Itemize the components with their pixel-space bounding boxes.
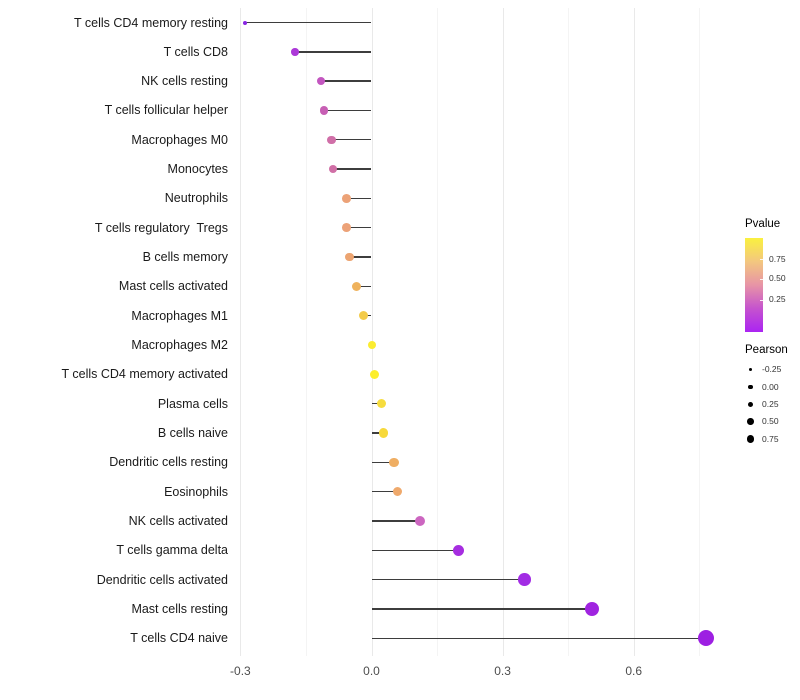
legend-size-dot [747,401,754,408]
legend-size-label: 0.00 [762,381,779,392]
lollipop-stick [371,432,384,434]
gridline-major [371,8,373,656]
gridline-major [240,8,242,656]
lollipop-stick [371,608,593,610]
lollipop-dot [453,544,465,556]
lollipop-dot [368,340,377,350]
colorbar-tick [760,299,763,301]
row-label: Macrophages M1 [131,308,228,323]
lollipop-dot [392,486,403,497]
lollipop-dot [379,428,389,438]
row-label: Eosinophils [164,484,228,499]
row-label: B cells memory [142,250,228,265]
legend-pvalue-title: Pvalue [745,218,781,230]
colorbar-tick-label: 0.25 [769,294,786,304]
legend-pearson-title: Pearson [745,344,788,356]
row-label: Mast cells resting [131,601,228,616]
lollipop-dot [344,252,354,262]
row-label: T cells gamma delta [116,543,228,558]
lollipop-stick [324,109,372,112]
lollipop-dot [320,106,329,115]
lollipop-stick [321,80,372,82]
lollipop-dot [376,399,386,409]
row-label: T cells CD4 memory resting [74,15,228,30]
colorbar-tick [760,259,763,260]
colorbar-tick-label: 0.75 [769,253,786,264]
gridline-minor [305,8,307,656]
lollipop-dot [697,629,715,647]
x-tick-label: 0.6 [625,664,643,678]
legend-size-label: 0.50 [762,416,779,426]
row-label: T cells CD8 [163,44,228,59]
lollipop-dot [327,135,336,145]
row-label: T cells follicular helper [104,103,228,118]
legend-size-dot [749,368,752,371]
lollipop-dot [358,311,368,321]
lollipop-dot [369,369,379,379]
row-label: Macrophages M2 [131,338,228,353]
lollipop-dot [341,223,351,233]
lollipop-dot [291,48,299,56]
legend-size-label: 0.75 [762,433,779,444]
gridline-minor [568,8,570,656]
row-label: B cells naive [157,425,228,440]
legend-size-dot [748,384,753,390]
row-label: Plasma cells [157,396,228,411]
lollipop-stick [371,637,706,639]
lollipop-stick [333,168,372,170]
lollipop-stick [346,227,372,229]
colorbar-tick [760,278,763,280]
row-label: T cells CD4 memory activated [61,367,229,382]
legend-size-label: -0.25 [762,364,782,374]
row-label: Monocytes [167,162,228,177]
gridline-minor [437,8,439,656]
lollipop-stick [331,139,372,141]
lollipop-stick [371,402,382,405]
lollipop-dot [389,457,399,468]
row-label: T cells regulatory Tregs [94,220,228,235]
lollipop-stick [371,520,420,522]
lollipop-stick [371,549,459,551]
lollipop-stick [356,285,372,288]
x-tick-label: 0.0 [363,664,380,678]
lollipop-stick [346,197,372,200]
x-tick-label: -0.3 [230,664,251,678]
lollipop-dot [317,77,326,86]
legend-size-dot [746,435,755,443]
row-label: Dendritic cells resting [109,455,228,470]
row-label: T cells CD4 naive [130,631,228,646]
gridline-major [502,8,504,656]
row-label: Mast cells activated [118,279,228,294]
lollipop-stick [371,578,525,581]
lollipop-stick [244,21,372,24]
lollipop-stick [349,256,372,258]
lollipop-dot [351,281,361,291]
lollipop-stick [371,490,398,493]
x-tick-label: 0.3 [494,664,511,678]
lollipop-dot [328,164,338,174]
row-label: NK cells resting [141,74,228,89]
legend-size-label: 0.25 [762,399,779,409]
lollipop-dot [242,20,247,25]
lollipop-dot [341,194,351,203]
pvalue-colorbar [745,238,763,332]
row-label: Dendritic cells activated [96,572,228,587]
row-label: Macrophages M0 [131,132,228,147]
legend-size-dot [747,418,754,425]
row-label: NK cells activated [128,513,228,528]
lollipop-stick [295,51,372,53]
lollipop-stick [371,461,395,463]
gridline-major [633,8,635,656]
gridline-minor [699,8,701,656]
row-label: Neutrophils [164,191,228,206]
lollipop-dot [518,573,531,586]
lollipop-dot [414,515,425,526]
lollipop-dot [585,601,600,616]
colorbar-tick-label: 0.50 [769,273,786,283]
